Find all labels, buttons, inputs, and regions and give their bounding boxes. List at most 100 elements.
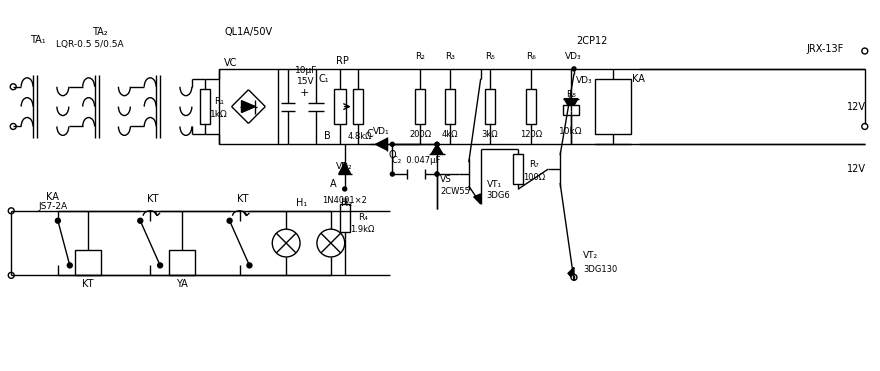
Circle shape [158,263,163,268]
Text: 15V: 15V [297,77,315,86]
Text: R₁: R₁ [214,97,224,106]
Circle shape [435,142,439,146]
Text: R₂: R₂ [415,52,425,62]
Text: C₂  0.047μF: C₂ 0.047μF [392,156,440,165]
Text: +: + [299,88,309,98]
Text: 12V: 12V [847,102,866,112]
Circle shape [317,229,345,257]
Bar [563,105,579,115]
Text: 4kΩ: 4kΩ [442,130,458,139]
Circle shape [572,67,576,71]
Bar [169,250,194,275]
Text: KT: KT [82,279,93,289]
Text: R₈: R₈ [566,90,576,99]
Bar [334,89,346,124]
Text: A: A [329,179,336,189]
Circle shape [67,263,72,268]
Text: 12V: 12V [847,164,866,174]
Text: KA: KA [632,74,645,84]
Text: R₅: R₅ [485,52,495,62]
Circle shape [435,172,439,176]
Circle shape [435,172,439,176]
Text: TA₁: TA₁ [30,35,46,45]
Text: R₇: R₇ [530,160,539,169]
Text: 2CW55: 2CW55 [440,187,470,197]
Text: VD₁: VD₁ [373,127,390,136]
Text: JRX-13F: JRX-13F [806,44,844,54]
Text: R₄: R₄ [357,213,368,222]
Text: 10μF: 10μF [295,66,317,75]
Text: QL1A/50V: QL1A/50V [224,27,273,37]
Text: JS7-2A: JS7-2A [39,202,68,211]
Circle shape [862,48,868,54]
Polygon shape [241,101,255,112]
Text: KA: KA [47,192,59,202]
Bar [415,89,425,124]
Text: LQR-0.5 5/0.5A: LQR-0.5 5/0.5A [55,40,123,49]
Text: 120Ω: 120Ω [520,130,542,139]
Text: 1.9kΩ: 1.9kΩ [350,225,375,234]
Text: H₂: H₂ [341,198,352,208]
Bar [75,250,100,275]
Circle shape [11,84,16,90]
Text: 2CP12: 2CP12 [576,36,607,46]
Circle shape [391,142,394,146]
Text: C₁: C₁ [319,74,329,84]
Circle shape [862,124,868,129]
Circle shape [247,263,252,268]
Circle shape [435,142,439,146]
Text: VD₂: VD₂ [336,162,353,171]
Bar [595,79,631,134]
Bar [526,89,536,124]
Text: VD₃: VD₃ [576,76,592,85]
Text: VT₁: VT₁ [487,180,502,188]
Text: KT: KT [237,194,248,204]
Text: H₁: H₁ [297,198,308,208]
Text: VT₂: VT₂ [583,251,598,260]
Text: VD₃: VD₃ [565,52,582,62]
Circle shape [227,218,232,223]
Text: R₆: R₆ [526,52,536,62]
Text: B: B [325,131,331,141]
Text: 100Ω: 100Ω [524,173,546,181]
Text: 3DG130: 3DG130 [583,265,617,274]
Circle shape [342,187,347,191]
Text: RP: RP [336,56,349,66]
Text: VS: VS [440,174,451,184]
Bar [218,69,278,144]
Bar [340,204,349,232]
Text: O: O [389,150,396,160]
Text: YA: YA [176,279,187,289]
Bar [513,154,524,184]
Text: 1N4001×2: 1N4001×2 [322,196,367,206]
Polygon shape [376,138,387,150]
Text: 3DG6: 3DG6 [487,191,510,200]
Circle shape [8,208,14,214]
Polygon shape [568,267,574,280]
Text: C: C [366,129,373,139]
Polygon shape [339,162,350,174]
Bar [353,89,363,124]
Text: KT: KT [148,194,159,204]
Text: 200Ω: 200Ω [409,130,431,139]
Circle shape [138,218,143,223]
Circle shape [11,124,16,129]
Circle shape [8,272,14,278]
Text: TA₂: TA₂ [92,27,107,37]
Polygon shape [431,144,443,154]
Text: 3kΩ: 3kΩ [481,130,498,139]
Text: 4.8kΩ: 4.8kΩ [348,132,372,141]
Text: VC: VC [224,58,238,68]
Bar [200,89,209,124]
Bar [485,89,495,124]
Text: 1kΩ: 1kΩ [209,110,228,119]
Polygon shape [564,99,578,111]
Polygon shape [473,194,480,204]
Circle shape [55,218,61,223]
Text: R₃: R₃ [445,52,455,62]
Circle shape [571,274,577,280]
Text: 10kΩ: 10kΩ [560,127,583,136]
Circle shape [391,172,394,176]
Bar [445,89,455,124]
Circle shape [272,229,300,257]
